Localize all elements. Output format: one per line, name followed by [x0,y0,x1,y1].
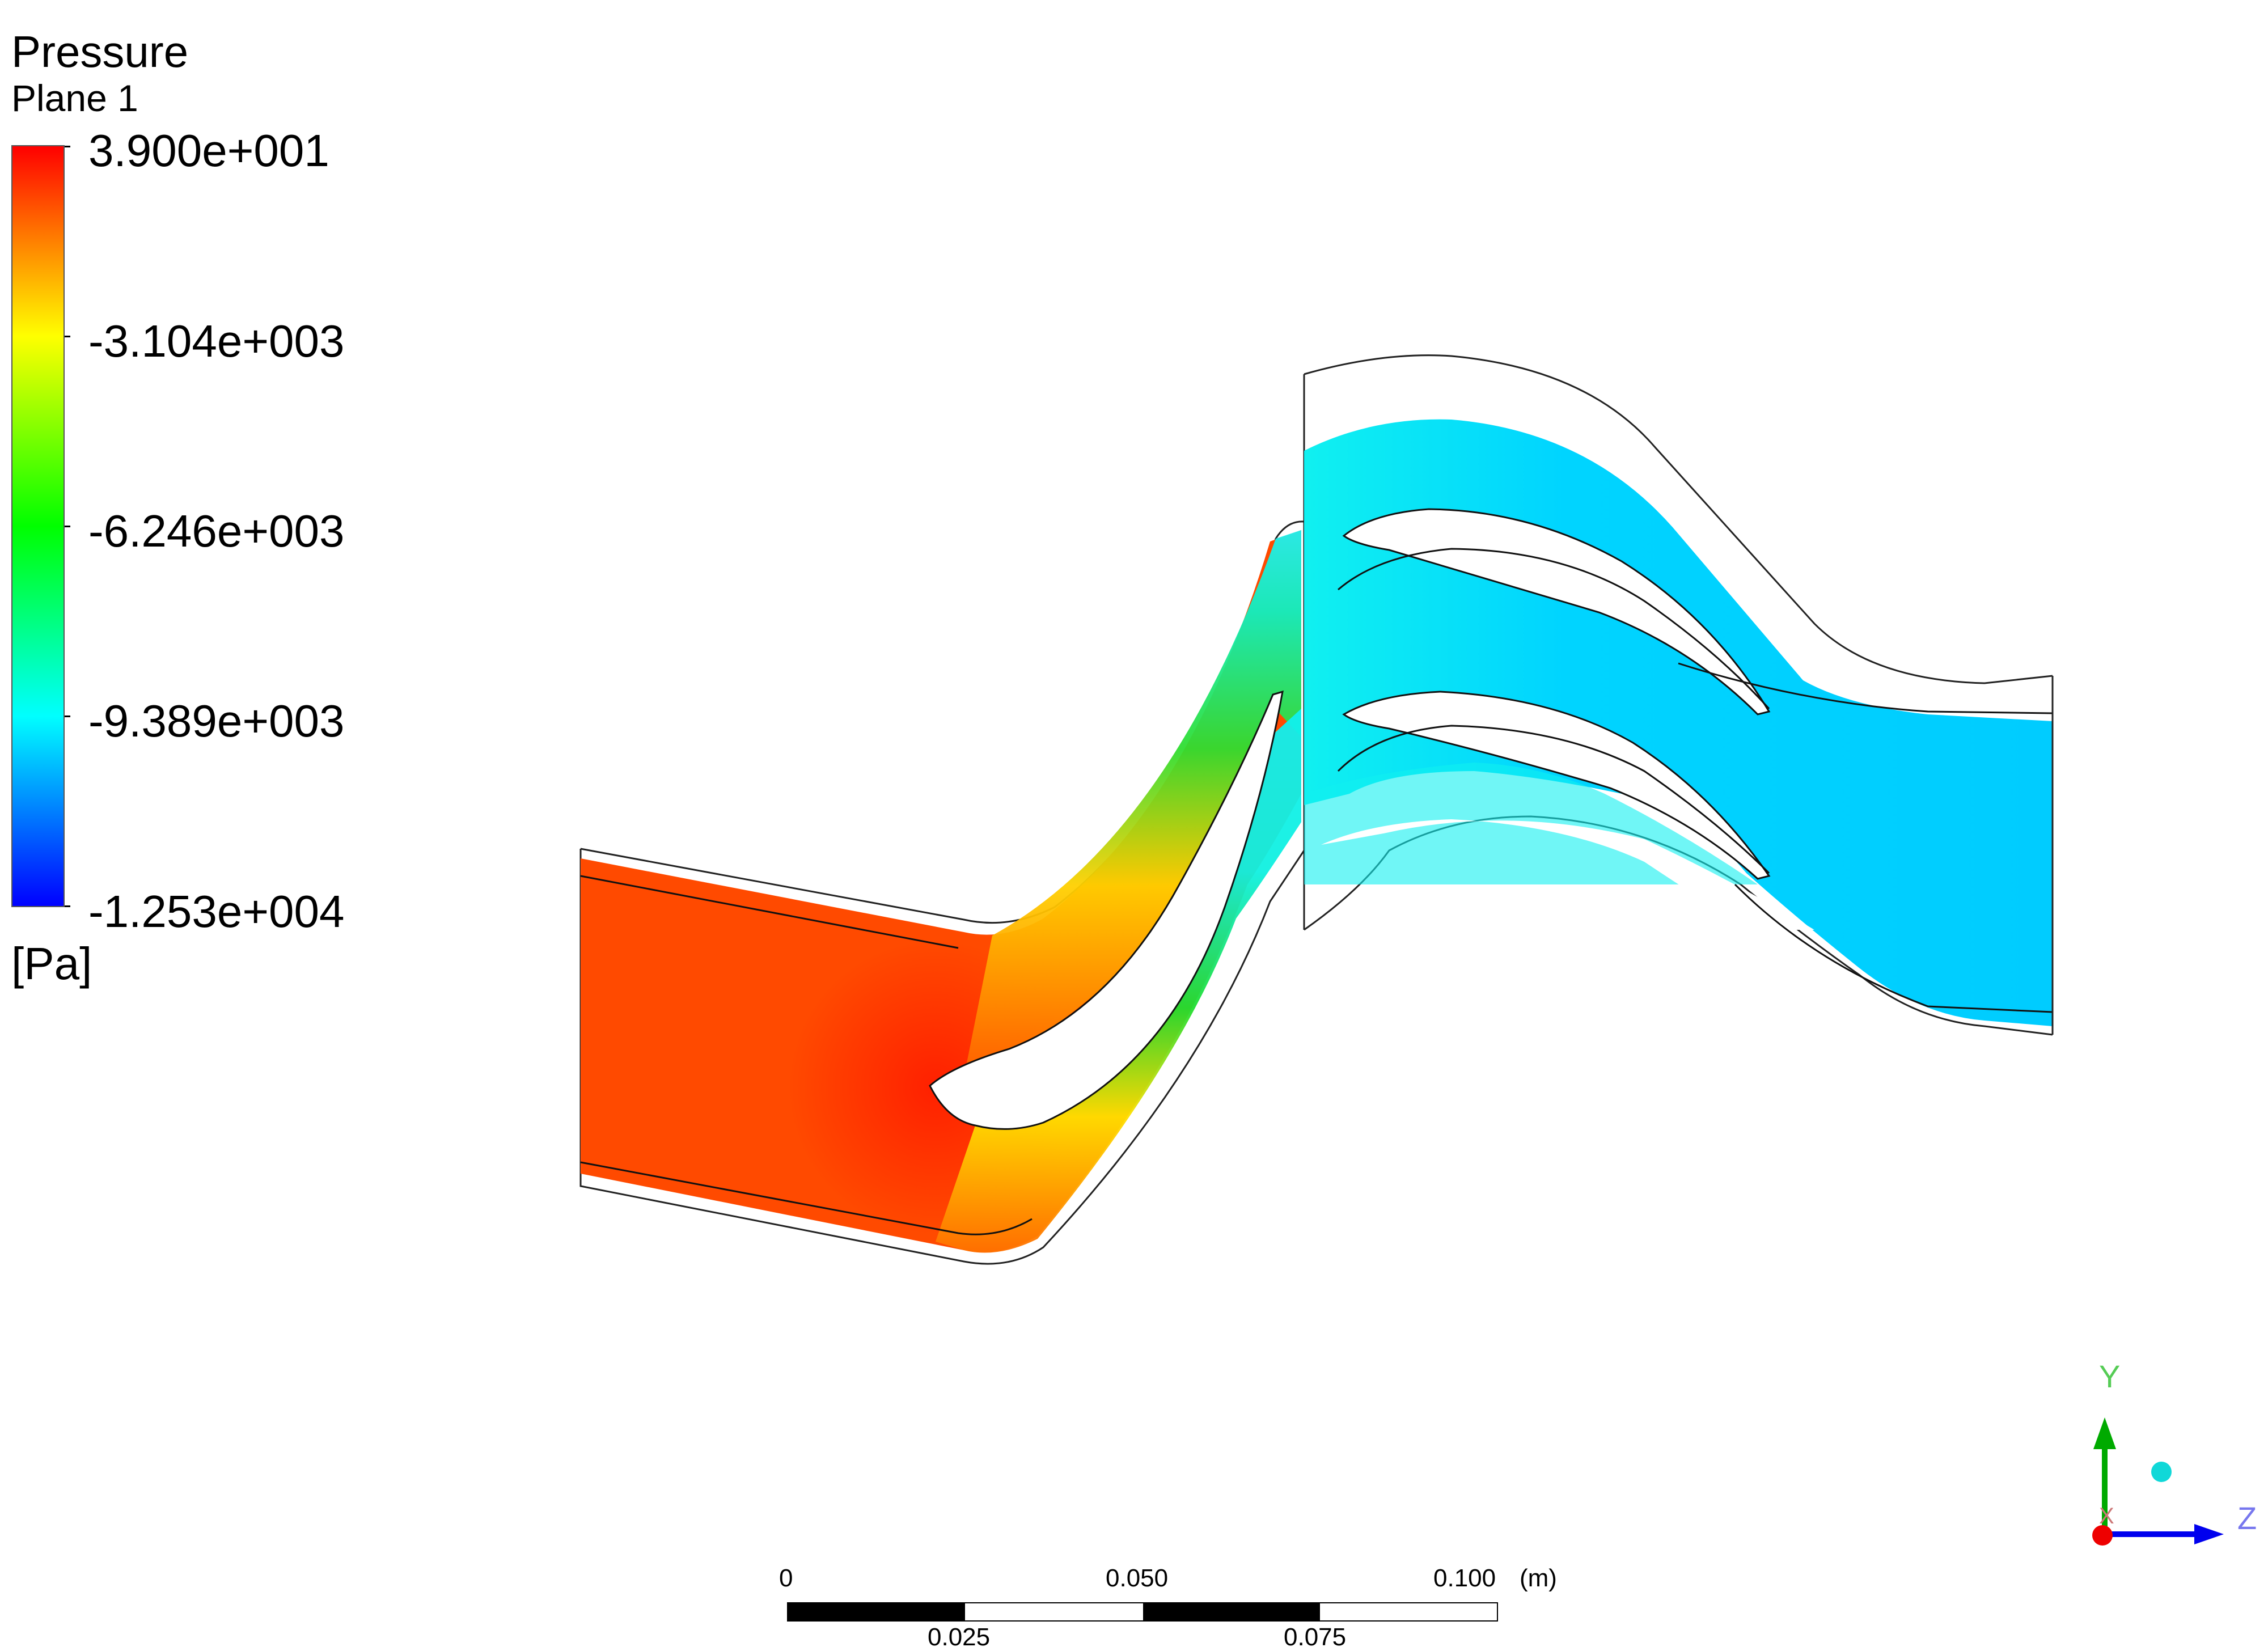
x-axis-origin-icon [2092,1525,2113,1546]
rotor-inner-line [1678,662,2053,714]
colorbar [11,145,65,907]
stator-domain[interactable] [579,520,1305,1265]
rotor-inner-line [1338,548,1770,710]
rotor-domain[interactable] [1304,354,2054,1036]
scale-label: 0.075 [1284,1623,1347,1651]
legend-subtitle: Plane 1 [11,77,138,119]
scale-label: 0.025 [928,1623,991,1651]
scale-label: 0 [779,1564,793,1592]
scale-bar [787,1602,1498,1622]
legend-tick-mark [65,905,70,907]
rotor-inner-line [1734,883,2053,1013]
y-arrow-head-icon [2093,1417,2116,1449]
z-arrow-head-icon [2194,1524,2224,1544]
rotor-inner-line [1337,725,1770,874]
stator-blade [929,690,1284,1130]
scale-unit: (m) [1520,1564,1557,1592]
legend-tick-mark [65,146,70,147]
stator-inner-line [580,1161,1033,1235]
triad-x-label: X [2099,1504,2114,1529]
axis-triad [2092,1417,2224,1546]
triad-y-label: Y [2099,1358,2121,1394]
stator-inner-line [580,875,959,949]
scale-label: 0.100 [1433,1564,1496,1592]
legend-tick-mark [65,716,70,717]
legend-tick-mark [65,526,70,527]
rotor-outer-boundary [1304,354,2053,684]
legend-tick-label: -9.389e+003 [88,696,345,746]
triad-z-label: Z [2237,1500,2257,1536]
stator-outer-boundary [579,849,1305,1265]
scale-segment-black [788,1603,965,1620]
legend-tick-label: -1.253e+004 [88,886,345,937]
legend-title: Pressure [11,27,189,77]
rotor-blade [1342,508,1771,716]
scale-segment-black [1143,1603,1320,1620]
legend-tick-mark [65,336,70,337]
suction-band [964,530,1301,1077]
rotation-sphere-icon [2151,1462,2172,1482]
legend-unit: [Pa] [11,938,92,989]
rotor-blade [1321,819,1814,930]
legend-tick-label: -6.246e+003 [88,506,345,556]
legend-tick-label: 3.900e+001 [88,125,329,176]
rotor-blade [1342,691,1771,880]
legend-tick-label: -3.104e+003 [88,316,345,366]
scale-label: 0.050 [1106,1564,1169,1592]
